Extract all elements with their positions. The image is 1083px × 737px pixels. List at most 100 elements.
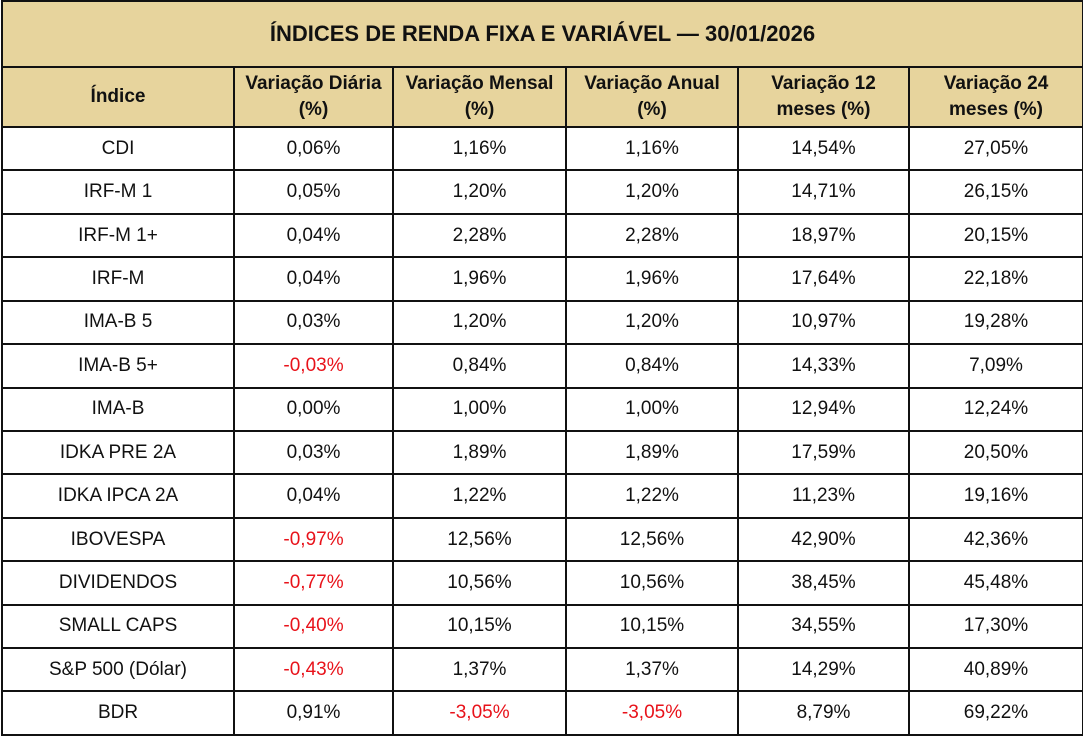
table-row: IRF-M 1 0,05% 1,20% 1,20% 14,71% 26,15% [1, 169, 1083, 215]
value-cell: 38,45% [737, 560, 910, 606]
value-cell: 1,89% [392, 429, 567, 476]
value-cell: -0,77% [233, 560, 394, 606]
value-cell: 0,05% [233, 169, 394, 215]
value-cell: 19,16% [908, 473, 1083, 519]
value-cell: 40,89% [908, 647, 1083, 693]
table-row: S&P 500 (Dólar) -0,43% 1,37% 1,37% 14,29% 40,… [1, 647, 1083, 693]
value-cell: 14,33% [737, 343, 910, 389]
index-name: IDKA IPCA 2A [1, 473, 235, 519]
table-row: BDR 0,91% -3,05% -3,05% 8,79% 69,22% [1, 690, 1083, 736]
header-cell: Índice [1, 66, 235, 128]
value-cell: 17,30% [908, 603, 1083, 650]
value-cell: 1,00% [565, 386, 739, 432]
value-cell: 0,03% [233, 429, 394, 476]
table-row: IMA-B 5+ -0,03% 0,84% 0,84% 14,33% 7,09% [1, 343, 1083, 389]
value-cell: 1,96% [392, 256, 567, 302]
value-cell: 2,28% [565, 212, 739, 259]
value-cell: 1,96% [565, 256, 739, 302]
table-head: ÍNDICES DE RENDA FIXA E VARIÁVEL — 30/01… [1, 0, 1083, 128]
header-cell: Variação Diária (%) [233, 66, 394, 128]
value-cell: -3,05% [392, 690, 567, 736]
index-name: IDKA PRE 2A [1, 429, 235, 476]
index-name: IRF-M 1+ [1, 212, 235, 259]
value-cell: 10,56% [565, 560, 739, 606]
value-cell: 26,15% [908, 169, 1083, 215]
value-cell: 1,22% [565, 473, 739, 519]
value-cell: -0,03% [233, 343, 394, 389]
table-row: IDKA PRE 2A 0,03% 1,89% 1,89% 17,59% 20,50% [1, 429, 1083, 476]
header-cell: Variação Anual (%) [565, 66, 739, 128]
header-row: Índice Variação Diária (%) Variação Mensal… [1, 66, 1083, 128]
value-cell: 22,18% [908, 256, 1083, 302]
value-cell: 0,84% [565, 343, 739, 389]
value-cell: 69,22% [908, 690, 1083, 736]
value-cell: 12,56% [392, 516, 567, 563]
value-cell: 1,89% [565, 429, 739, 476]
table-title: ÍNDICES DE RENDA FIXA E VARIÁVEL — 30/01… [1, 0, 1083, 68]
value-cell: 20,15% [908, 212, 1083, 259]
value-cell: 0,04% [233, 212, 394, 259]
value-cell: -0,97% [233, 516, 394, 563]
value-cell: 2,28% [392, 212, 567, 259]
index-name: CDI [1, 125, 235, 172]
table-row: IMA-B 5 0,03% 1,20% 1,20% 10,97% 19,28% [1, 299, 1083, 346]
value-cell: 1,20% [392, 169, 567, 215]
index-name: S&P 500 (Dólar) [1, 647, 235, 693]
header-cell: Variação 24 meses (%) [908, 66, 1083, 128]
value-cell: 10,15% [392, 603, 567, 650]
value-cell: 8,79% [737, 690, 910, 736]
index-name: BDR [1, 690, 235, 736]
table-row: CDI 0,06% 1,16% 1,16% 14,54% 27,05% [1, 125, 1083, 172]
index-name: SMALL CAPS [1, 603, 235, 650]
table-row: IMA-B 0,00% 1,00% 1,00% 12,94% 12,24% [1, 386, 1083, 432]
table-row: IDKA IPCA 2A 0,04% 1,22% 1,22% 11,23% 19,16% [1, 473, 1083, 519]
value-cell: 1,20% [392, 299, 567, 346]
index-name: IMA-B 5 [1, 299, 235, 346]
index-name: IRF-M [1, 256, 235, 302]
table-row: SMALL CAPS -0,40% 10,15% 10,15% 34,55% 17,30% [1, 603, 1083, 650]
value-cell: 10,15% [565, 603, 739, 650]
value-cell: 0,06% [233, 125, 394, 172]
table-row: IRF-M 1+ 0,04% 2,28% 2,28% 18,97% 20,15% [1, 212, 1083, 259]
value-cell: 42,90% [737, 516, 910, 563]
value-cell: -0,43% [233, 647, 394, 693]
value-cell: 18,97% [737, 212, 910, 259]
value-cell: 0,84% [392, 343, 567, 389]
value-cell: 1,00% [392, 386, 567, 432]
value-cell: 1,20% [565, 169, 739, 215]
value-cell: 7,09% [908, 343, 1083, 389]
value-cell: 1,16% [565, 125, 739, 172]
value-cell: 19,28% [908, 299, 1083, 346]
value-cell: 12,24% [908, 386, 1083, 432]
value-cell: 12,56% [565, 516, 739, 563]
value-cell: 1,20% [565, 299, 739, 346]
index-name: IBOVESPA [1, 516, 235, 563]
table-row: IBOVESPA -0,97% 12,56% 12,56% 42,90% 42,36% [1, 516, 1083, 563]
value-cell: 10,97% [737, 299, 910, 346]
value-cell: 1,37% [392, 647, 567, 693]
value-cell: 11,23% [737, 473, 910, 519]
value-cell: 14,71% [737, 169, 910, 215]
value-cell: 12,94% [737, 386, 910, 432]
header-cell: Variação Mensal (%) [392, 66, 567, 128]
value-cell: 14,54% [737, 125, 910, 172]
value-cell: 10,56% [392, 560, 567, 606]
value-cell: 17,64% [737, 256, 910, 302]
table-row: IRF-M 0,04% 1,96% 1,96% 17,64% 22,18% [1, 256, 1083, 302]
value-cell: 27,05% [908, 125, 1083, 172]
value-cell: 0,91% [233, 690, 394, 736]
header-cell: Variação 12 meses (%) [737, 66, 910, 128]
value-cell: 0,00% [233, 386, 394, 432]
value-cell: 1,22% [392, 473, 567, 519]
value-cell: 17,59% [737, 429, 910, 476]
value-cell: 0,04% [233, 473, 394, 519]
title-row: ÍNDICES DE RENDA FIXA E VARIÁVEL — 30/01… [1, 0, 1083, 68]
value-cell: -0,40% [233, 603, 394, 650]
value-cell: 34,55% [737, 603, 910, 650]
index-name: IRF-M 1 [1, 169, 235, 215]
table-row: DIVIDENDOS -0,77% 10,56% 10,56% 38,45% 45,48% [1, 560, 1083, 606]
value-cell: -3,05% [565, 690, 739, 736]
value-cell: 42,36% [908, 516, 1083, 563]
